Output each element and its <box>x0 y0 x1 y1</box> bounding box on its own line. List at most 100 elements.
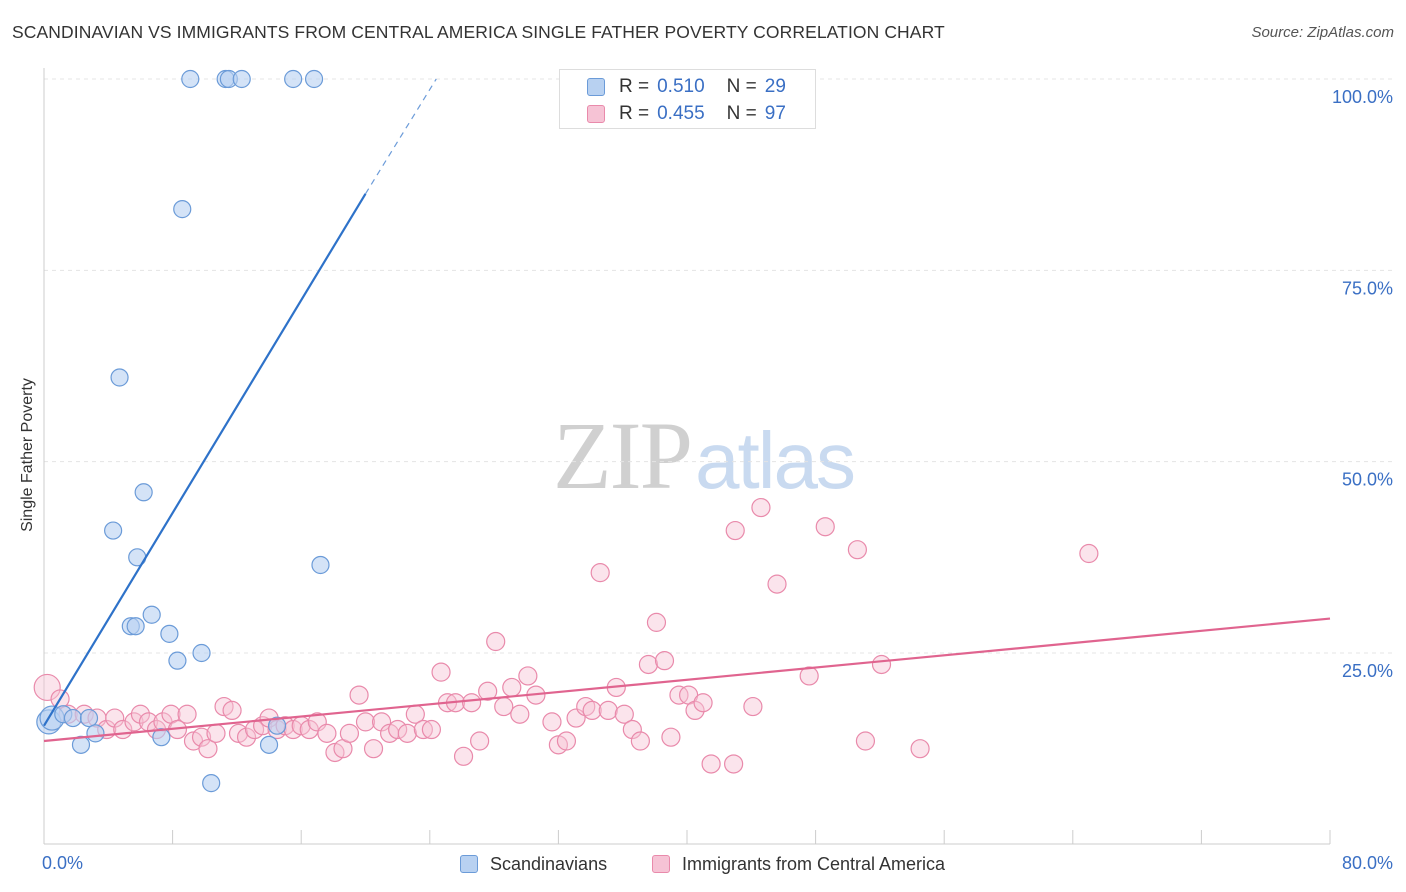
r-value: 0.510 <box>657 76 705 97</box>
y-tick-label: 75.0% <box>1342 278 1393 298</box>
data-point-central-america <box>349 685 369 705</box>
data-point-central-america <box>646 612 667 632</box>
watermark-zip: ZIP <box>553 402 693 509</box>
data-point-central-america <box>542 712 562 732</box>
y-tick-label: 100.0% <box>1332 87 1393 107</box>
n-value: 97 <box>764 103 786 124</box>
data-point-central-america <box>461 693 482 713</box>
data-point-central-america <box>236 727 257 747</box>
pink-swatch <box>652 855 670 873</box>
data-point-central-america <box>486 631 506 652</box>
data-point-central-america <box>910 739 930 759</box>
data-point-central-america <box>371 712 392 732</box>
data-point-scandinavian <box>63 708 83 728</box>
trendline-scandinavians <box>43 193 367 727</box>
data-point-central-america <box>478 681 498 701</box>
data-point-scandinavian <box>86 724 105 743</box>
data-point-central-america <box>124 712 144 732</box>
y-tick-label: 50.0% <box>1342 470 1393 490</box>
source-label: Source: ZipAtlas.com <box>1251 24 1394 41</box>
data-point-scandinavian <box>110 368 129 387</box>
data-point-central-america <box>685 700 705 721</box>
data-point-central-america <box>421 719 442 740</box>
legend-label: Immigrants from Central America <box>682 853 946 874</box>
data-point-scandinavian <box>284 69 303 89</box>
chart-title: SCANDINAVIAN VS IMMIGRANTS FROM CENTRAL … <box>12 22 945 42</box>
data-point-central-america <box>198 739 218 759</box>
data-point-central-america <box>614 704 634 724</box>
data-point-central-america <box>725 520 745 541</box>
data-point-scandinavian <box>173 200 192 219</box>
data-point-central-america <box>518 666 538 686</box>
data-point-central-america <box>177 704 197 724</box>
legend-row-scandinavians: R = 0.510 N = 29 <box>587 74 786 100</box>
data-point-central-america <box>638 654 659 675</box>
watermark-atlas: atlas <box>695 416 856 505</box>
data-point-central-america <box>431 662 451 682</box>
x-tick-label: 80.0% <box>1342 853 1393 873</box>
data-point-central-america <box>799 666 819 686</box>
data-point-central-america <box>363 739 384 759</box>
data-point-central-america <box>470 731 490 751</box>
data-point-scandinavian <box>134 483 153 502</box>
data-point-central-america <box>871 654 892 675</box>
data-point-central-america <box>339 723 360 743</box>
blue-swatch <box>460 855 478 873</box>
data-point-scandinavian <box>259 735 279 754</box>
data-point-scandinavian <box>181 69 200 89</box>
data-point-scandinavian <box>304 69 324 89</box>
correlation-legend: R = 0.510 N = 29 R = 0.455 N = 97 <box>559 69 816 129</box>
data-point-scandinavian <box>267 716 287 735</box>
data-point-central-america <box>33 673 61 702</box>
data-point-central-america <box>743 696 763 717</box>
data-point-scandinavian <box>202 774 221 793</box>
data-point-central-america <box>590 563 610 583</box>
data-point-central-america <box>855 731 876 751</box>
data-point-central-america <box>582 700 602 721</box>
data-point-scandinavian <box>168 651 187 670</box>
x-tick-label: 0.0% <box>42 853 83 873</box>
n-label: N = <box>726 103 757 124</box>
watermark: ZIPatlas <box>553 400 856 511</box>
data-point-central-america <box>622 719 642 740</box>
legend-label: Scandinavians <box>490 853 608 874</box>
data-point-central-america <box>1079 543 1099 564</box>
data-point-central-america <box>847 540 867 560</box>
data-point-central-america <box>105 708 125 728</box>
data-point-central-america <box>724 754 744 774</box>
pink-swatch <box>587 105 605 123</box>
trendline-scandinavians-extension <box>364 78 437 195</box>
data-point-central-america <box>355 712 376 732</box>
data-point-central-america <box>669 685 689 705</box>
legend-item-scandinavians: Scandinavians <box>460 852 607 876</box>
data-point-central-america <box>510 704 530 724</box>
data-point-central-america <box>556 731 577 751</box>
data-point-central-america <box>701 754 721 774</box>
data-point-central-america <box>388 719 408 740</box>
data-point-central-america <box>630 731 650 751</box>
y-tick-label: 25.0% <box>1342 661 1393 681</box>
data-point-central-america <box>693 693 713 713</box>
data-point-central-america <box>130 704 151 724</box>
legend-row-central-america: R = 0.455 N = 97 <box>587 101 786 127</box>
trendline-central-america <box>43 617 1331 743</box>
data-point-central-america <box>502 677 522 698</box>
n-label: N = <box>726 76 757 97</box>
data-point-scandinavian <box>71 735 91 754</box>
data-point-central-america <box>815 517 835 537</box>
legend-item-central-america: Immigrants from Central America <box>652 852 945 876</box>
data-point-central-america <box>413 719 433 740</box>
data-point-scandinavian <box>152 728 171 747</box>
data-point-central-america <box>453 746 474 766</box>
data-point-scandinavian <box>192 643 211 663</box>
r-label: R = <box>619 103 650 124</box>
data-point-scandinavian <box>126 617 145 636</box>
data-point-scandinavian <box>160 624 179 643</box>
data-point-scandinavian <box>104 521 123 540</box>
data-point-central-america <box>654 651 675 671</box>
data-point-central-america <box>494 696 514 717</box>
data-point-scandinavian <box>142 605 161 624</box>
r-label: R = <box>619 76 650 97</box>
data-point-central-america <box>598 700 618 721</box>
